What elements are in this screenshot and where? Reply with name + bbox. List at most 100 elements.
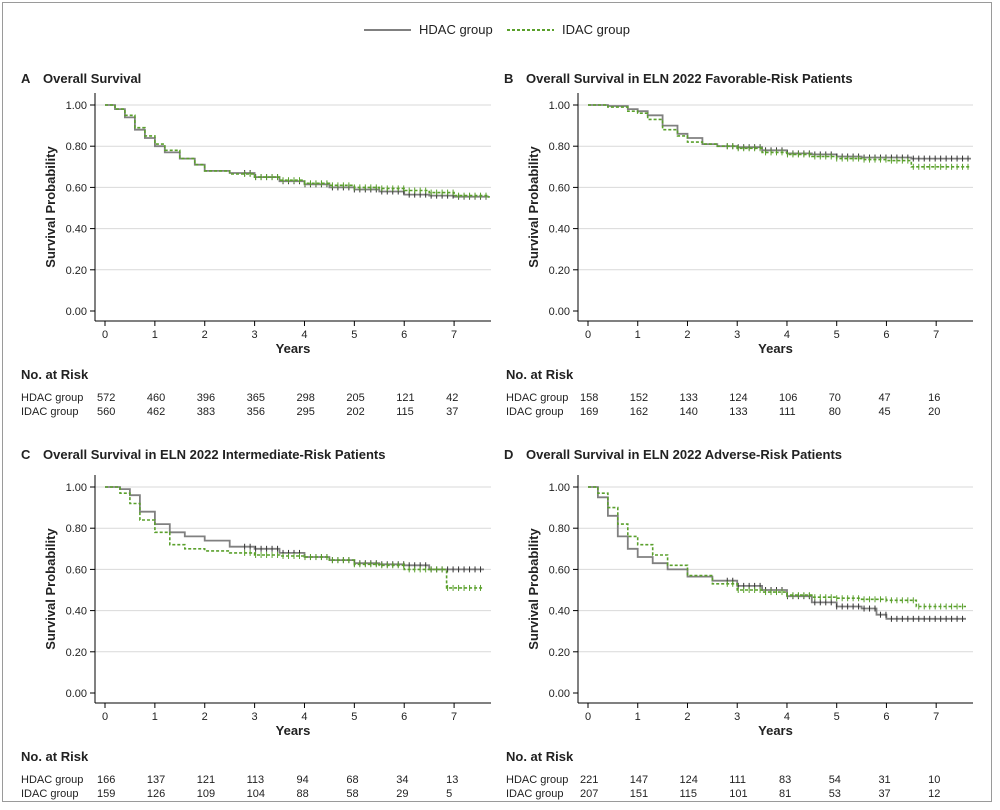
- censor-marks-idac: [244, 549, 482, 591]
- at-risk-count: 137: [147, 774, 165, 786]
- y-tick-label: 0.80: [549, 141, 570, 153]
- series-hdac: [105, 104, 489, 198]
- at-risk-count: 47: [878, 392, 890, 404]
- at-risk-count: 101: [729, 788, 747, 800]
- y-axis-label: Survival Probability: [526, 528, 541, 650]
- x-tick-label: 3: [734, 329, 740, 341]
- series-idac: [105, 104, 490, 198]
- at-risk-count: 221: [580, 774, 598, 786]
- at-risk-count: 45: [878, 406, 890, 418]
- at-risk-count: 29: [396, 788, 408, 800]
- at-risk-row-label: HDAC group: [506, 774, 568, 786]
- at-risk-count: 124: [729, 392, 747, 404]
- x-tick-label: 7: [933, 711, 939, 723]
- at-risk-count: 159: [97, 788, 115, 800]
- legend-hdac-label: HDAC group: [419, 22, 493, 37]
- x-tick-label: 4: [301, 711, 307, 723]
- at-risk-count: 560: [97, 406, 115, 418]
- at-risk-row-label: IDAC group: [506, 406, 563, 418]
- panel-a: A Overall Survival 0.00 0.20 0.40 0.60 0.80 1.0…: [21, 71, 491, 418]
- x-tick-label: 4: [784, 711, 790, 723]
- at-risk-count: 34: [396, 774, 408, 786]
- panel-title: Overall Survival in ELN 2022 Intermediat…: [43, 447, 385, 462]
- at-risk-count: 124: [679, 774, 697, 786]
- at-risk-count: 396: [197, 392, 215, 404]
- y-tick-label: 0.00: [66, 306, 87, 318]
- figure-frame: HDAC group IDAC group A Overall Survival 0…: [2, 2, 992, 802]
- y-tick-label: 0.20: [549, 265, 570, 277]
- at-risk-count: 126: [147, 788, 165, 800]
- at-risk-count: 162: [630, 406, 648, 418]
- at-risk-count: 58: [346, 788, 358, 800]
- at-risk-row-label: IDAC group: [21, 788, 78, 800]
- panel-title: Overall Survival in ELN 2022 Favorable-R…: [526, 71, 853, 86]
- at-risk-row-label: IDAC group: [21, 406, 78, 418]
- at-risk-count: 356: [247, 406, 265, 418]
- at-risk-count: 80: [829, 406, 841, 418]
- at-risk-count: 16: [928, 392, 940, 404]
- at-risk-count: 111: [779, 406, 796, 418]
- y-tick-label: 1.00: [549, 482, 570, 494]
- series-idac: [105, 486, 484, 589]
- at-risk-count: 147: [630, 774, 648, 786]
- y-tick-label: 0.00: [549, 688, 570, 700]
- at-risk-count: 37: [446, 406, 458, 418]
- panels: A Overall Survival 0.00 0.20 0.40 0.60 0.80 1.0…: [21, 71, 973, 800]
- at-risk-count: 31: [878, 774, 890, 786]
- at-risk-count: 94: [296, 774, 308, 786]
- at-risk-count: 169: [580, 406, 598, 418]
- legend: HDAC group IDAC group: [364, 22, 630, 37]
- y-axis-label: Survival Probability: [43, 528, 58, 650]
- x-tick-label: 5: [834, 711, 840, 723]
- at-risk-count: 5: [446, 788, 452, 800]
- at-risk-count: 205: [346, 392, 364, 404]
- y-tick-label: 1.00: [66, 482, 87, 494]
- at-risk-title: No. at Risk: [506, 749, 574, 764]
- x-tick-label: 7: [933, 329, 939, 341]
- at-risk-count: 133: [679, 392, 697, 404]
- x-axis-label: Years: [276, 341, 311, 356]
- x-tick-label: 3: [734, 711, 740, 723]
- at-risk-row-label: HDAC group: [506, 392, 568, 404]
- x-tick-label: 1: [635, 711, 641, 723]
- panel-letter: B: [504, 71, 513, 86]
- x-tick-label: 2: [202, 329, 208, 341]
- at-risk-count: 106: [779, 392, 797, 404]
- at-risk-count: 140: [679, 406, 697, 418]
- x-tick-label: 2: [684, 329, 690, 341]
- x-axis-label: Years: [276, 723, 311, 738]
- at-risk-count: 10: [928, 774, 940, 786]
- x-tick-label: 5: [834, 329, 840, 341]
- at-risk-count: 115: [679, 788, 697, 800]
- at-risk-count: 113: [247, 774, 265, 786]
- y-tick-label: 0.60: [549, 182, 570, 194]
- at-risk-count: 152: [630, 392, 648, 404]
- x-tick-label: 2: [202, 711, 208, 723]
- at-risk-count: 158: [580, 392, 598, 404]
- at-risk-title: No. at Risk: [21, 749, 89, 764]
- at-risk-count: 20: [928, 406, 940, 418]
- at-risk-count: 295: [296, 406, 314, 418]
- x-tick-label: 7: [451, 329, 457, 341]
- y-axis-label: Survival Probability: [526, 146, 541, 268]
- at-risk-count: 298: [296, 392, 314, 404]
- x-tick-label: 3: [252, 711, 258, 723]
- y-tick-label: 0.40: [66, 224, 87, 236]
- survival-figure: HDAC group IDAC group A Overall Survival 0…: [21, 22, 973, 800]
- at-risk-count: 365: [247, 392, 265, 404]
- at-risk-count: 151: [630, 788, 648, 800]
- y-tick-label: 1.00: [549, 100, 570, 112]
- at-risk-count: 104: [247, 788, 265, 800]
- y-tick-label: 0.60: [66, 182, 87, 194]
- at-risk-count: 83: [779, 774, 791, 786]
- y-tick-label: 0.20: [549, 647, 570, 659]
- panel-c: C Overall Survival in ELN 2022 Intermedia…: [21, 447, 491, 800]
- censor-marks-idac: [244, 171, 487, 199]
- y-tick-label: 0.60: [66, 564, 87, 576]
- y-tick-label: 1.00: [66, 100, 87, 112]
- x-tick-label: 1: [152, 329, 158, 341]
- at-risk-count: 111: [729, 774, 746, 786]
- y-tick-label: 0.80: [66, 523, 87, 535]
- x-tick-label: 4: [784, 329, 790, 341]
- x-tick-label: 3: [252, 329, 258, 341]
